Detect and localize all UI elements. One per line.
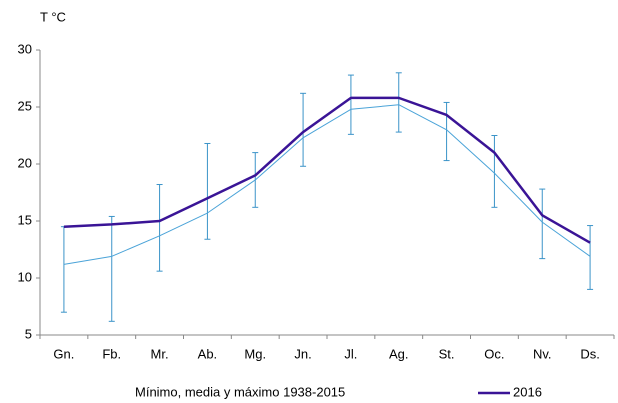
y-tick-label: 15 — [18, 212, 32, 227]
y-tick-label: 5 — [25, 326, 32, 341]
x-tick-label: Fb. — [102, 346, 121, 361]
x-tick-label: Ab. — [198, 346, 218, 361]
y-tick-label: 25 — [18, 98, 32, 113]
error-bar — [539, 188, 546, 260]
legend-label: Mínimo, media y máximo 1938-2015 — [135, 384, 345, 399]
error-bar — [300, 92, 307, 167]
y-axis-label: T °C — [40, 9, 66, 24]
y-tick-label: 10 — [18, 269, 32, 284]
error-bar — [443, 101, 450, 162]
error-bar — [108, 215, 115, 322]
x-tick-label: Oc. — [484, 346, 504, 361]
error-bar — [204, 142, 211, 240]
y-tick-label: 20 — [18, 155, 32, 170]
legend-label: 2016 — [513, 384, 542, 399]
error-bar — [491, 135, 498, 208]
error-bar — [60, 226, 67, 313]
error-bar — [395, 72, 402, 133]
x-tick-label: Ag. — [389, 346, 409, 361]
x-tick-label: Gn. — [53, 346, 74, 361]
error-bar — [587, 225, 594, 290]
x-tick-label: Mg. — [244, 346, 266, 361]
x-tick-label: St. — [439, 346, 455, 361]
error-bar — [156, 184, 163, 272]
x-tick-label: Jl. — [344, 346, 357, 361]
series-line — [63, 104, 591, 265]
x-tick-label: Nv. — [533, 346, 552, 361]
x-tick-label: Mr. — [151, 346, 169, 361]
error-bar — [347, 74, 354, 135]
x-tick-label: Ds. — [580, 346, 600, 361]
series-line — [63, 96, 591, 244]
x-tick-label: Jn. — [294, 346, 311, 361]
y-tick-label: 30 — [18, 41, 32, 56]
